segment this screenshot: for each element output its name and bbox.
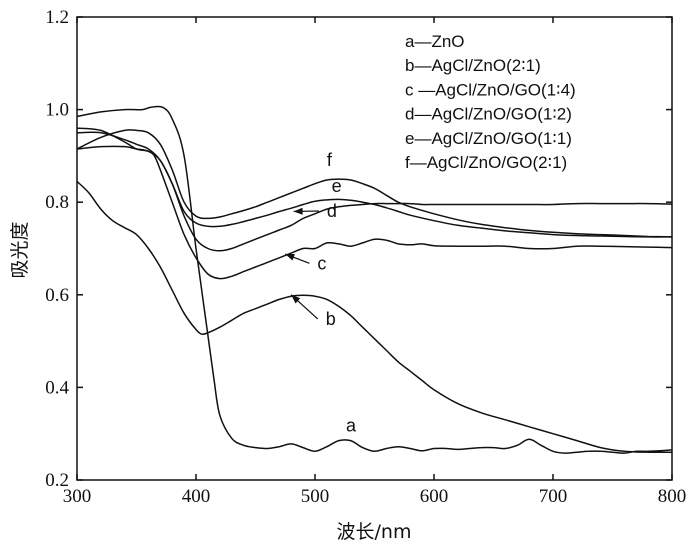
y-axis: 0.2 0.4 0.6 0.8 1.0 1.2 bbox=[45, 7, 672, 491]
x-tick-label: 500 bbox=[301, 486, 330, 507]
series-line-f bbox=[76, 129, 673, 238]
x-tick-label: 800 bbox=[658, 486, 687, 507]
curve-annotations: a b c def bbox=[285, 150, 357, 435]
curve-label-e: e bbox=[332, 176, 342, 196]
annotation-arrowhead-c bbox=[285, 254, 295, 261]
curve-label-a: a bbox=[346, 415, 357, 435]
y-axis-title: 吸光度 bbox=[9, 221, 31, 278]
plot-frame bbox=[76, 16, 673, 481]
curve-label-f: f bbox=[327, 150, 333, 170]
legend-entry-4: e—AgCl/ZnO/GO(1∶1) bbox=[405, 129, 572, 148]
legend-entry-2: c —AgCl/ZnO/GO(1∶4) bbox=[405, 80, 576, 99]
legend-entry-1: b—AgCl/ZnO(2∶1) bbox=[405, 56, 541, 75]
y-tick-label: 0.8 bbox=[45, 192, 69, 213]
y-tick-label: 1.2 bbox=[45, 7, 69, 28]
x-tick-label: 600 bbox=[420, 486, 449, 507]
annotation-arrowhead-d bbox=[293, 207, 303, 215]
y-tick-label: 0.6 bbox=[45, 285, 69, 306]
x-axis-title: 波长/nm bbox=[337, 521, 412, 543]
legend: a—ZnO b—AgCl/ZnO(2∶1) c —AgCl/ZnO/GO(1∶4) d… bbox=[405, 32, 576, 172]
annotation-arrowhead-b bbox=[291, 294, 301, 304]
y-tick-label: 1.0 bbox=[45, 100, 69, 121]
legend-entry-0: a—ZnO bbox=[405, 32, 465, 51]
series-line-c bbox=[76, 127, 673, 280]
x-tick-label: 700 bbox=[539, 486, 568, 507]
series-line-b bbox=[76, 180, 673, 454]
curve-label-b: b bbox=[326, 309, 336, 329]
curve-label-c: c bbox=[317, 253, 326, 273]
series-line-d bbox=[76, 131, 673, 252]
series-line-e bbox=[76, 145, 673, 238]
legend-entry-3: d—AgCl/ZnO/GO(1∶2) bbox=[405, 105, 572, 124]
x-axis: 300 400 500 600 700 800 bbox=[63, 17, 687, 507]
y-tick-label: 0.2 bbox=[45, 470, 69, 491]
x-tick-label: 300 bbox=[63, 486, 92, 507]
series-line-a bbox=[76, 105, 673, 454]
x-tick-label: 400 bbox=[182, 486, 211, 507]
curve-label-d: d bbox=[327, 201, 337, 221]
y-tick-label: 0.4 bbox=[45, 377, 69, 398]
legend-entry-5: f—AgCl/ZnO/GO(2∶1) bbox=[405, 153, 567, 172]
series-curves bbox=[76, 105, 673, 454]
